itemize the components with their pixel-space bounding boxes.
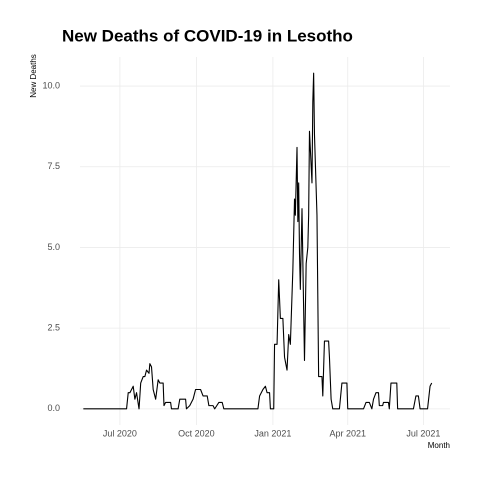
x-tick-label: Jul 2021 <box>406 428 440 438</box>
x-axis-label: Month <box>428 441 450 450</box>
y-tick-label: 2.5 <box>47 323 60 333</box>
x-tick-label: Apr 2021 <box>329 428 366 438</box>
y-tick-label: 0.0 <box>47 403 60 413</box>
x-tick-label: Jul 2020 <box>103 428 137 438</box>
chart-title: New Deaths of COVID-19 in Lesotho <box>62 26 353 45</box>
y-tick-label: 10.0 <box>42 80 60 90</box>
y-tick-label: 7.5 <box>47 161 60 171</box>
x-tick-label: Oct 2020 <box>178 428 215 438</box>
x-tick-label: Jan 2021 <box>254 428 291 438</box>
line <box>83 72 433 410</box>
y-tick-label: 5.0 <box>47 242 60 252</box>
y-axis-label: New Deaths <box>29 54 38 98</box>
